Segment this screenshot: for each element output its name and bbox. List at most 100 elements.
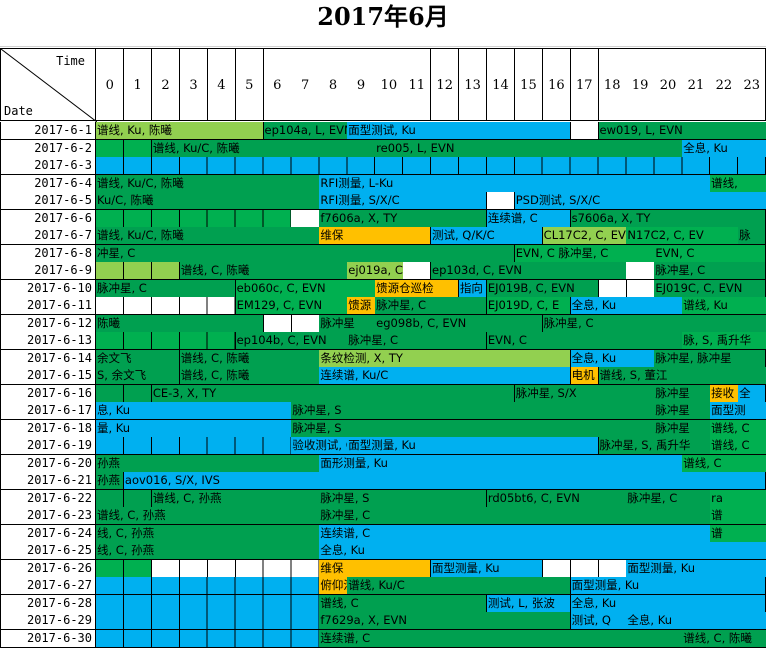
schedule-cell[interactable]: 脉冲星, 脉冲星 bbox=[654, 350, 766, 368]
hour-header[interactable]: 19 bbox=[626, 48, 654, 121]
date-cell[interactable]: 2017-6-12 bbox=[0, 315, 96, 333]
hour-header[interactable]: 11 bbox=[403, 48, 431, 121]
schedule-cell[interactable]: 脉冲星, S bbox=[319, 490, 487, 508]
hour-header[interactable]: 8 bbox=[319, 48, 347, 121]
schedule-cell[interactable]: 面型测量, Ku bbox=[571, 577, 766, 595]
schedule-cell[interactable]: 谱 bbox=[710, 525, 766, 543]
schedule-cell[interactable]: 谱线, C bbox=[710, 437, 766, 455]
schedule-cell[interactable]: 全 bbox=[738, 385, 766, 403]
date-cell[interactable]: 2017-6-10 bbox=[0, 280, 96, 298]
schedule-cell[interactable]: 脉冲星, C bbox=[375, 297, 487, 315]
schedule-cell[interactable]: ej019a, C, E bbox=[347, 262, 403, 280]
date-cell[interactable]: 2017-6-21 bbox=[0, 472, 96, 490]
schedule-cell[interactable]: f7629a, X, EVN bbox=[319, 612, 571, 630]
schedule-cell[interactable]: N17C2, C, EV bbox=[626, 227, 738, 245]
schedule-cell[interactable]: 测试, Q/K/C bbox=[431, 227, 543, 245]
schedule-cell[interactable]: EVN, C bbox=[654, 245, 766, 263]
schedule-cell[interactable]: EM129, C, EVN bbox=[236, 297, 348, 315]
hour-header[interactable]: 6 bbox=[264, 48, 292, 121]
date-cell[interactable]: 2017-6-28 bbox=[0, 595, 96, 613]
hour-header[interactable]: 7 bbox=[291, 48, 319, 121]
schedule-cell[interactable]: f7606a, X, TY bbox=[319, 210, 487, 228]
schedule-cell[interactable]: 面型测试, Ku bbox=[347, 122, 571, 140]
schedule-cell[interactable]: 息, Ku bbox=[96, 402, 292, 420]
schedule-cell[interactable]: 脉冲星 bbox=[654, 420, 710, 438]
schedule-cell[interactable] bbox=[543, 560, 627, 578]
schedule-cell[interactable]: 谱线, Ku bbox=[682, 297, 766, 315]
schedule-cell[interactable]: 馈源仓巡检 bbox=[375, 280, 459, 298]
date-cell[interactable]: 2017-6-29 bbox=[0, 612, 96, 630]
date-cell[interactable]: 2017-6-15 bbox=[0, 367, 96, 385]
schedule-cell[interactable]: 谱线, Ku/C bbox=[347, 577, 571, 595]
schedule-cell[interactable]: 全息, Ku bbox=[626, 612, 766, 630]
schedule-cell[interactable] bbox=[96, 490, 152, 508]
schedule-cell[interactable]: 全息, Ku bbox=[682, 140, 766, 158]
schedule-cell[interactable]: 脉冲星, S bbox=[291, 420, 654, 438]
date-cell[interactable]: 2017-6-27 bbox=[0, 577, 96, 595]
date-cell[interactable]: 2017-6-14 bbox=[0, 350, 96, 368]
schedule-cell[interactable]: 测试, L, 张波 bbox=[487, 595, 571, 613]
corner-cell[interactable]: Time Date bbox=[0, 48, 96, 121]
schedule-cell[interactable]: CL17C2, C, EVN bbox=[543, 227, 627, 245]
schedule-cell[interactable]: 线, C, 孙燕 bbox=[96, 525, 320, 543]
date-cell[interactable]: 2017-6-4 bbox=[0, 175, 96, 193]
schedule-cell[interactable] bbox=[487, 192, 515, 210]
schedule-cell[interactable]: 谱线, C, 陈曦 bbox=[180, 262, 348, 280]
hour-header[interactable]: 20 bbox=[654, 48, 682, 121]
hour-header[interactable]: 9 bbox=[347, 48, 375, 121]
hour-header[interactable]: 4 bbox=[208, 48, 236, 121]
hour-header[interactable]: 3 bbox=[180, 48, 208, 121]
schedule-cell[interactable]: 谱线, C, 孙燕 bbox=[152, 490, 320, 508]
schedule-cell[interactable]: 验收测试, C bbox=[291, 437, 347, 455]
schedule-cell[interactable] bbox=[96, 595, 320, 613]
date-cell[interactable]: 2017-6-11 bbox=[0, 297, 96, 315]
schedule-cell[interactable]: 脉冲星, S, 禹升华 bbox=[599, 437, 711, 455]
schedule-cell[interactable]: 谱线, C bbox=[319, 595, 487, 613]
schedule-cell[interactable]: 脉, S, 禹升华 bbox=[682, 332, 766, 350]
schedule-cell[interactable]: 面型测量, Ku bbox=[626, 560, 766, 578]
hour-header[interactable]: 15 bbox=[515, 48, 543, 121]
hour-header[interactable]: 10 bbox=[375, 48, 403, 121]
schedule-cell[interactable]: ep104b, C, EVN bbox=[236, 332, 348, 350]
schedule-cell[interactable]: 维保 bbox=[319, 227, 431, 245]
schedule-cell[interactable]: EJ019D, C, E bbox=[487, 297, 571, 315]
schedule-cell[interactable]: 谱线, C, 陈曦 bbox=[682, 630, 766, 648]
date-cell[interactable]: 2017-6-16 bbox=[0, 385, 96, 403]
schedule-cell[interactable] bbox=[264, 315, 320, 333]
schedule-cell[interactable] bbox=[571, 122, 599, 140]
schedule-cell[interactable]: s7606a, X, TY bbox=[571, 210, 766, 228]
schedule-cell[interactable]: aov016, S/X, IVS bbox=[124, 472, 766, 490]
schedule-cell[interactable]: EVN, C bbox=[487, 332, 683, 350]
schedule-cell[interactable]: 全息, Ku bbox=[571, 350, 655, 368]
hour-header[interactable]: 18 bbox=[599, 48, 627, 121]
schedule-cell[interactable] bbox=[96, 560, 152, 578]
schedule-cell[interactable] bbox=[96, 332, 236, 350]
schedule-cell[interactable]: ep103d, C, EVN bbox=[431, 262, 627, 280]
date-cell[interactable]: 2017-6-19 bbox=[0, 437, 96, 455]
schedule-cell[interactable]: 脉冲星 bbox=[654, 402, 710, 420]
schedule-cell[interactable]: 馈源 bbox=[347, 297, 375, 315]
hour-header[interactable]: 5 bbox=[236, 48, 264, 121]
schedule-cell[interactable] bbox=[96, 577, 320, 595]
schedule-cell[interactable] bbox=[403, 262, 431, 280]
schedule-cell[interactable]: 连续谱, C bbox=[487, 210, 571, 228]
schedule-cell[interactable]: 脉冲星, C bbox=[319, 507, 710, 525]
schedule-cell[interactable]: 孙燕 bbox=[96, 455, 320, 473]
date-cell[interactable]: 2017-6-13 bbox=[0, 332, 96, 350]
schedule-cell[interactable]: 陈曦 bbox=[96, 315, 264, 333]
date-cell[interactable]: 2017-6-17 bbox=[0, 402, 96, 420]
date-cell[interactable]: 2017-6-26 bbox=[0, 560, 96, 578]
hour-header[interactable]: 17 bbox=[571, 48, 599, 121]
schedule-cell[interactable]: 冲星, C bbox=[96, 245, 515, 263]
schedule-cell[interactable]: 脉冲星, C bbox=[347, 332, 487, 350]
date-cell[interactable]: 2017-6-20 bbox=[0, 455, 96, 473]
schedule-cell[interactable]: 谱线, C bbox=[710, 420, 766, 438]
date-cell[interactable]: 2017-6-1 bbox=[0, 122, 96, 140]
hour-header[interactable]: 13 bbox=[459, 48, 487, 121]
hour-header[interactable]: 2 bbox=[152, 48, 180, 121]
schedule-cell[interactable] bbox=[96, 157, 766, 175]
hour-header[interactable]: 12 bbox=[431, 48, 459, 121]
schedule-cell[interactable]: 谱线, bbox=[710, 175, 766, 193]
schedule-cell[interactable] bbox=[96, 385, 152, 403]
schedule-cell[interactable]: 余文飞 bbox=[96, 350, 180, 368]
